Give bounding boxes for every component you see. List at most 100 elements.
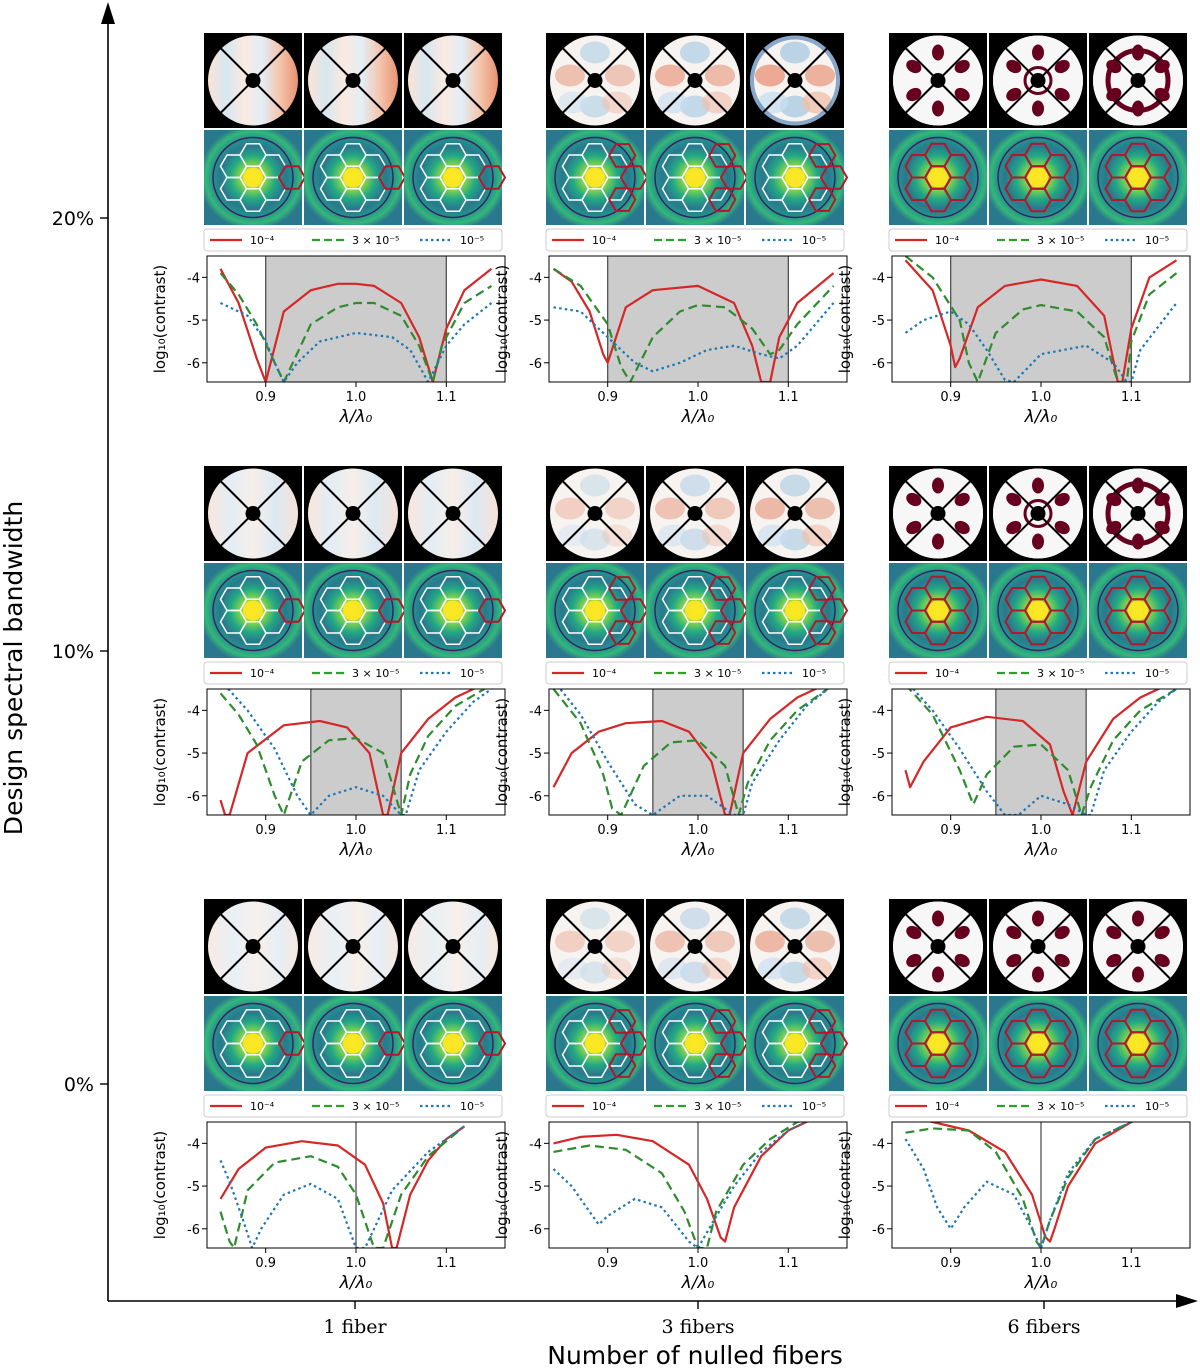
nulled-fiber-hexagon — [808, 576, 837, 601]
central-obscuration — [787, 939, 803, 954]
pupil-thumbnail — [1089, 466, 1187, 561]
x-tick-label: 1.1 — [436, 390, 457, 405]
x-tick-label: 0.9 — [255, 1256, 276, 1271]
pupil-lobe — [780, 41, 810, 64]
plot-y-label: log₁₀(contrast) — [493, 1131, 511, 1239]
psf-thumbnail — [304, 130, 407, 225]
pupil-lobe — [580, 961, 610, 984]
y-axis-title: Design spectral bandwidth — [0, 501, 28, 835]
psf-core — [785, 600, 805, 621]
pupil-lobe — [755, 497, 785, 520]
x-tick-label: 1.0 — [688, 1256, 709, 1271]
psf-dark-ring — [897, 1002, 979, 1085]
x-tick-label: 0.9 — [597, 823, 618, 838]
central-obscuration — [1130, 506, 1146, 521]
y-tick-label: -4 — [529, 1137, 542, 1152]
pupil-petal — [932, 910, 944, 927]
row-tick-label: 20% — [52, 208, 94, 230]
series-line — [219, 1125, 466, 1248]
plot-y-label: log₁₀(contrast) — [836, 265, 854, 373]
series-group — [904, 256, 1178, 382]
legend-label: 10⁻⁴ — [592, 1100, 617, 1113]
pupil-lobe — [655, 930, 685, 953]
series-line — [552, 689, 818, 815]
x-tick-label: 1.0 — [346, 823, 367, 838]
psf-core — [928, 600, 948, 621]
plot-x-label: λ/λ₀ — [1024, 1273, 1058, 1293]
pupil-petal — [1032, 966, 1044, 983]
nulled-fiber-hexagon — [477, 165, 507, 190]
psf-thumbnail — [546, 130, 649, 225]
central-obscuration — [787, 73, 803, 88]
y-tick-label: -4 — [187, 271, 200, 286]
pupil-petal — [1154, 925, 1170, 940]
pupil-lobe — [680, 41, 710, 64]
legend-box — [888, 661, 1188, 685]
psf-thumbnail — [746, 563, 849, 658]
central-obscuration — [445, 939, 461, 954]
y-tick-label: -6 — [529, 357, 542, 372]
pupil-petal — [1154, 953, 1170, 968]
pupil-lobe — [805, 64, 835, 87]
pupil-petal — [1006, 925, 1022, 940]
psf-dark-ring — [897, 136, 979, 219]
pupil-petal — [954, 59, 970, 74]
pupil-lobe — [605, 497, 635, 520]
pupil-petal — [1006, 87, 1022, 102]
legend-label: 10⁻⁵ — [460, 234, 484, 247]
y-tick-label: -6 — [872, 357, 885, 372]
central-obscuration — [1030, 506, 1046, 521]
legend-box — [203, 1094, 503, 1118]
pupil-petal — [1054, 520, 1070, 535]
legend-box — [203, 228, 503, 252]
nulled-fiber-hexagon — [619, 165, 649, 190]
psf-dark-ring — [312, 1002, 394, 1085]
nulled-fiber-hexagon — [708, 620, 737, 645]
nulled-fiber-hexagon — [808, 1053, 837, 1078]
pupil-petal — [906, 925, 922, 940]
series-line — [220, 302, 493, 382]
y-tick-label: -4 — [187, 1137, 200, 1152]
psf-thumbnail — [746, 130, 849, 225]
pupil-thumbnail — [304, 466, 402, 561]
pupil-petal — [1032, 533, 1044, 550]
series-line — [553, 1122, 803, 1248]
nulled-fiber-hexagon — [377, 1031, 407, 1056]
pupil-petal — [932, 966, 944, 983]
series-line — [552, 267, 835, 382]
x-tick-label: 0.9 — [255, 390, 276, 405]
y-tick-label: -4 — [872, 704, 885, 719]
psf-core — [785, 1033, 805, 1054]
x-tick-label: 1.1 — [436, 823, 457, 838]
panel: 10⁻⁴ 3 × 10⁻⁵ 10⁻⁵ 0.9 1.0 1.1 -4 -5 -6 λ/λ₀ log₁₀… — [493, 33, 849, 427]
legend-label: 10⁻⁵ — [802, 234, 826, 247]
central-obscuration — [1030, 73, 1046, 88]
pupil-thumbnail — [646, 899, 744, 994]
pupil-thumbnail — [1089, 33, 1187, 128]
pupil-thumbnail — [404, 466, 502, 561]
panel: 10⁻⁴ 3 × 10⁻⁵ 10⁻⁵ 0.9 1.0 1.1 -4 -5 -6 λ/λ₀ log₁₀… — [151, 899, 507, 1293]
design-band — [310, 689, 402, 815]
psf-dark-ring — [1097, 1002, 1179, 1085]
legend-label: 3 × 10⁻⁵ — [352, 667, 399, 680]
panel: 10⁻⁴ 3 × 10⁻⁵ 10⁻⁵ 0.9 1.0 1.1 -4 -5 -6 λ/λ₀ log₁₀… — [493, 899, 849, 1293]
nulled-fiber-hexagon — [708, 1053, 737, 1078]
central-obscuration — [245, 939, 261, 954]
psf-thumbnail — [546, 563, 649, 658]
legend-label: 3 × 10⁻⁵ — [694, 667, 741, 680]
psf-core — [243, 1033, 263, 1054]
panel: 10⁻⁴ 3 × 10⁻⁵ 10⁻⁵ 0.9 1.0 1.1 -4 -5 -6 λ/λ₀ log₁₀… — [836, 33, 1191, 427]
central-obscuration — [687, 506, 703, 521]
psf-core — [785, 167, 805, 188]
psf-thumbnail — [304, 996, 407, 1091]
pupil-lobe — [805, 497, 835, 520]
psf-thumbnail — [546, 996, 649, 1091]
legend-label: 10⁻⁴ — [935, 234, 960, 247]
psf-dark-ring — [997, 569, 1079, 652]
x-tick-label: 1.0 — [1031, 1256, 1052, 1271]
pupil-lobe — [605, 64, 635, 87]
legend-label: 3 × 10⁻⁵ — [694, 1100, 741, 1113]
y-tick-label: -6 — [872, 790, 885, 805]
